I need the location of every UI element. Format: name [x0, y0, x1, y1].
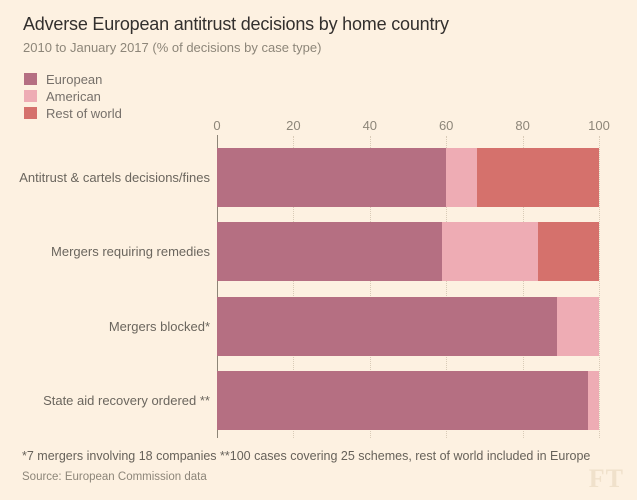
bar-segment-european	[217, 148, 447, 207]
x-tick-label: 80	[515, 118, 530, 133]
legend: European American Rest of world	[24, 71, 122, 122]
bar-segment-european	[217, 222, 443, 282]
bar-row	[217, 370, 599, 430]
plot-area: 0 20 40 60 80 100	[213, 118, 610, 438]
x-tick-label: 20	[286, 118, 301, 133]
x-tick-label: 0	[213, 118, 221, 133]
gridline	[599, 136, 600, 438]
gridline	[293, 136, 295, 438]
bar-segment-american	[446, 148, 477, 207]
x-tick-label: 40	[362, 118, 378, 133]
bars	[217, 118, 599, 438]
bar-row	[217, 222, 599, 282]
bar-row	[217, 148, 599, 207]
bar-segment-american	[556, 296, 599, 356]
legend-item-european: European	[24, 71, 122, 87]
bar-segment-american	[442, 222, 538, 282]
category-labels: Antitrust & cartels decisions/fines Merge…	[0, 0, 210, 500]
zero-axis-line	[217, 135, 218, 438]
bar-row	[217, 296, 599, 356]
gridline	[369, 136, 371, 438]
legend-label: European	[46, 71, 103, 87]
x-tick-label: 100	[588, 118, 610, 133]
legend-label: Rest of world	[46, 105, 122, 121]
bar-segment-european	[217, 296, 557, 356]
page-subtitle: 2010 to January 2017 (% of decisions by …	[23, 40, 322, 55]
source-attribution: Source: European Commission data	[22, 471, 207, 483]
legend-swatch-rest-of-world-icon	[24, 107, 37, 119]
ft-logo: FT	[588, 464, 624, 493]
category-label: Mergers blocked*	[108, 318, 210, 334]
footnote: *7 mergers involving 18 companies **100 …	[22, 449, 591, 463]
bar-segment-european	[217, 370, 588, 430]
bar-segment-rest-of-world	[537, 222, 599, 282]
legend-swatch-european-icon	[24, 73, 37, 85]
gridline	[446, 136, 448, 438]
gridline	[522, 136, 524, 438]
bar-segment-rest-of-world	[476, 148, 599, 207]
page-title: Adverse European antitrust decisions by …	[23, 14, 449, 34]
legend-item-american: American	[24, 88, 122, 104]
category-label: Antitrust & cartels decisions/fines	[19, 170, 210, 185]
x-tick-label: 60	[438, 118, 454, 133]
category-label: Mergers requiring remedies	[51, 244, 210, 260]
legend-swatch-american-icon	[24, 90, 37, 102]
bar-segment-american	[587, 370, 599, 430]
category-label: State aid recovery ordered **	[43, 392, 210, 408]
legend-label: American	[46, 88, 101, 104]
legend-item-rest-of-world: Rest of world	[24, 105, 122, 121]
